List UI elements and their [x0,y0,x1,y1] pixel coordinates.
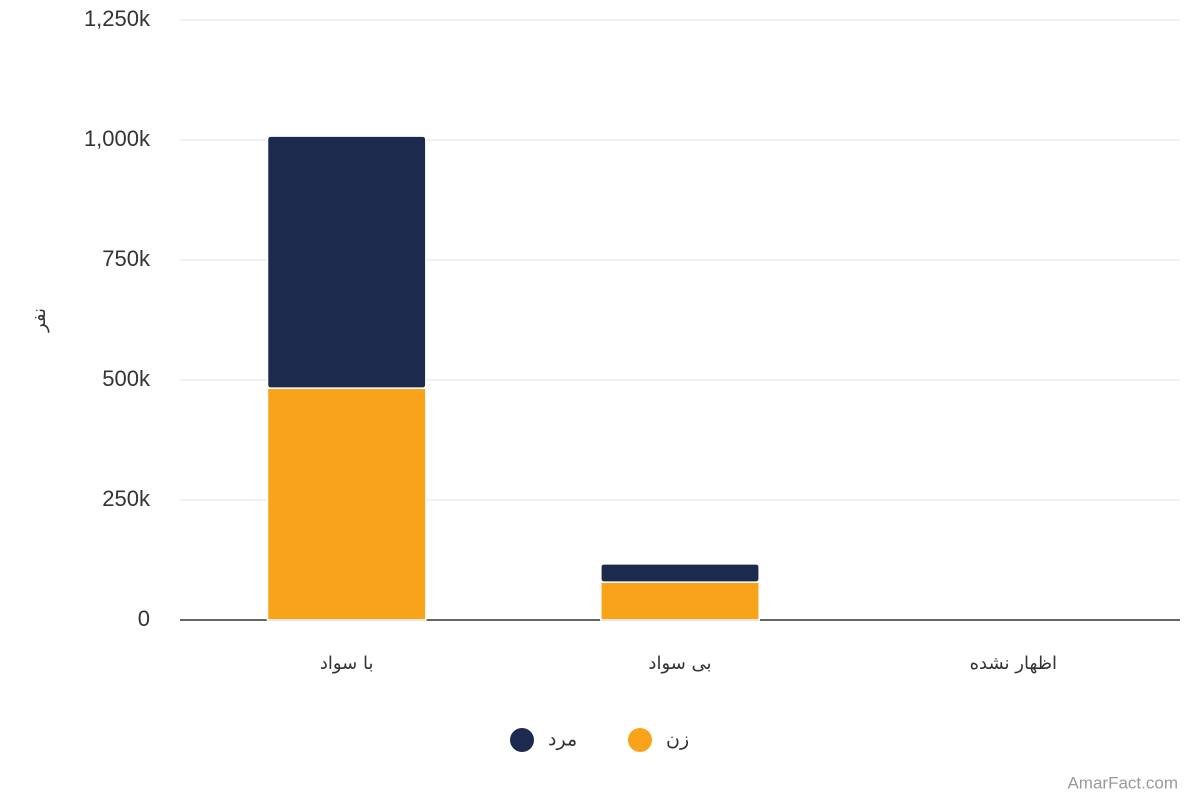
legend-marker [628,728,652,752]
legend-label: زن [666,729,689,751]
y-tick-label: 750k [102,246,151,271]
legend-label: مرد [548,729,577,751]
y-tick-label: 500k [102,366,151,391]
bar-segment [266,135,427,389]
x-tick-label: بی سواد [648,653,711,674]
y-tick-label: 1,250k [84,6,151,31]
bar-segment [600,563,760,583]
y-axis-label: نفر [29,308,50,333]
legend-marker [510,728,534,752]
x-tick-label: با سواد [320,653,374,674]
bar-segment [600,581,760,621]
y-tick-label: 1,000k [84,126,151,151]
x-tick-label: اظهار نشده [970,653,1057,674]
y-tick-label: 0 [138,606,150,631]
watermark: AmarFact.com [1067,773,1178,792]
y-tick-label: 250k [102,486,151,511]
bar-segment [266,387,427,621]
